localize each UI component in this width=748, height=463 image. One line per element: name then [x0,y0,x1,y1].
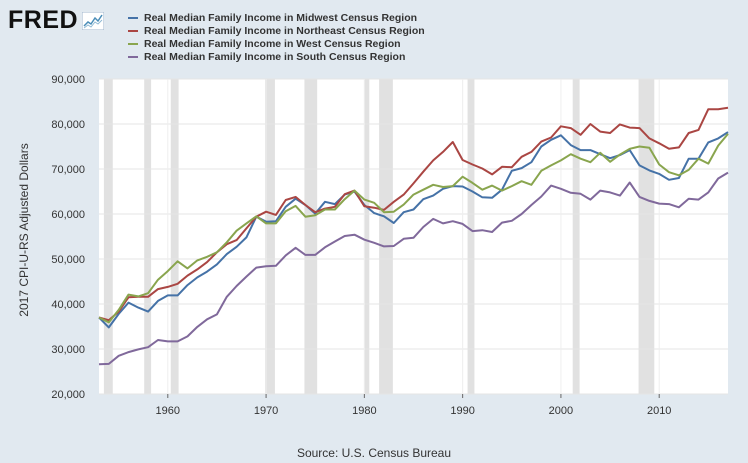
recession-band [304,79,318,394]
y-tick-label: 90,000 [51,74,85,86]
legend-swatch [128,29,138,32]
y-tick-label: 70,000 [51,164,85,176]
legend-item[interactable]: Real Median Family Income in South Censu… [128,50,425,63]
x-tick-label: 1980 [352,405,376,417]
legend-swatch [128,16,138,19]
series-line-3 [98,171,729,366]
recession-band [379,79,393,394]
legend-swatch [128,42,138,45]
legend-item[interactable]: Real Median Family Income in Midwest Cen… [128,11,425,24]
x-axis-ticks: 1960 1970 1980 1990 2000 2010 [156,394,671,417]
x-tick-label: 1970 [254,405,278,417]
x-tick-label: 1960 [156,405,180,417]
legend-label: Real Median Family Income in Northeast C… [144,24,425,37]
chart-legend: Real Median Family Income in Midwest Cen… [128,11,425,63]
recession-band [144,79,152,394]
y-tick-label: 20,000 [51,389,85,401]
legend-label: Real Median Family Income in South Censu… [144,50,406,63]
recession-band [467,79,475,394]
legend-item[interactable]: Real Median Family Income in Northeast C… [128,24,425,37]
y-tick-label: 40,000 [51,299,85,311]
recession-band [638,79,655,394]
recession-band [572,79,580,394]
recession-band [364,79,370,394]
source-note: Source: U.S. Census Bureau [296,446,452,460]
recession-band [103,79,113,394]
fred-logo-text: FRED [8,6,79,34]
y-tick-label: 60,000 [51,209,85,221]
x-tick-label: 2000 [549,405,573,417]
x-tick-label: 2010 [647,405,671,417]
legend-label: Real Median Family Income in West Census… [144,37,401,50]
y-tick-label: 30,000 [51,344,85,356]
legend-item[interactable]: Real Median Family Income in West Census… [128,37,425,50]
y-axis-ticks: 20,000 30,000 40,000 50,000 60,000 70,000 80,0… [51,74,85,401]
series-lines [98,106,729,366]
y-tick-label: 80,000 [51,119,85,131]
series-line-1 [98,106,729,322]
y-tick-label: 50,000 [51,254,85,266]
recession-band [170,79,179,394]
fred-logo-graph-icon [82,11,105,30]
grid-lines [99,78,728,395]
x-tick-label: 1990 [450,405,474,417]
legend-swatch [128,55,138,58]
fred-logo[interactable]: FRED [8,6,105,35]
y-axis-label: 2017 CPI-U-RS Adjusted Dollars [17,143,31,317]
series-line-2 [98,133,729,324]
legend-label: Real Median Family Income in Midwest Cen… [144,11,418,24]
recession-band [265,79,275,394]
